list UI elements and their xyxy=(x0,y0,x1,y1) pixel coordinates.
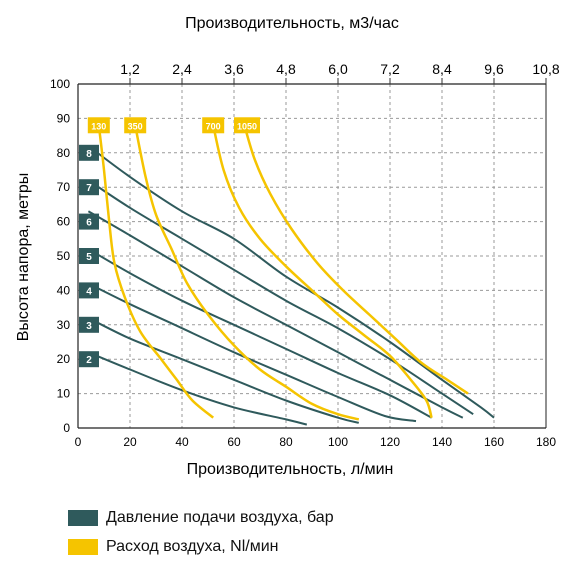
pressure-badge-2 xyxy=(79,351,99,368)
tick-labels: 0 10 20 30 40 50 60 70 80 90 100 0 20 40 60 80 100 120 140… xyxy=(50,61,560,449)
y-tick-label: 10 xyxy=(57,387,71,401)
air-badge-350 xyxy=(124,117,147,134)
top-tick-label: 10,8 xyxy=(532,61,559,77)
pressure-badge-6 xyxy=(79,213,99,230)
pressure-line-2 xyxy=(88,351,308,426)
pressure-badge-4 xyxy=(79,282,99,299)
y-tick-label: 70 xyxy=(57,180,71,194)
x-tick-label: 40 xyxy=(175,435,189,449)
pressure-line-3 xyxy=(87,317,360,424)
air-badge-700 xyxy=(202,117,225,134)
x-tick-label: 60 xyxy=(227,435,241,449)
y-tick-label: 60 xyxy=(57,215,71,229)
x-tick-label: 80 xyxy=(279,435,293,449)
pressure-line-8 xyxy=(87,145,495,419)
pressure-badge-label: 6 xyxy=(86,218,92,229)
legend-label-pressure: Давление подачи воздуха, бар xyxy=(106,509,334,526)
top-tick-label: 6,0 xyxy=(328,61,348,77)
y-tick-label: 50 xyxy=(57,249,71,263)
legend-swatch-air xyxy=(68,539,98,555)
y-tick-label: 40 xyxy=(57,283,71,297)
pressure-badge-label: 7 xyxy=(86,183,92,194)
top-axis-label: Производительность, м3/час xyxy=(185,15,399,32)
pressure-badge-7 xyxy=(79,179,99,196)
air-line-350 xyxy=(133,125,360,421)
air-badge-label: 130 xyxy=(91,121,106,131)
y-axis-label: Высота напора, метры xyxy=(15,173,32,341)
x-tick-label: 120 xyxy=(380,435,400,449)
y-tick-label: 100 xyxy=(50,77,70,91)
air-badge-1050 xyxy=(234,117,260,134)
chart-svg: Производительность, м3/час Производитель… xyxy=(15,15,560,478)
y-tick-label: 90 xyxy=(57,111,71,125)
pressure-badge-label: 2 xyxy=(86,355,92,366)
series-lines xyxy=(87,124,495,426)
y-tick-label: 20 xyxy=(57,352,71,366)
pressure-badge-8 xyxy=(79,144,99,161)
x-tick-label: 180 xyxy=(536,435,556,449)
air-badge-130 xyxy=(87,117,110,134)
air-line-700 xyxy=(211,125,433,419)
air-badge-label: 1050 xyxy=(237,121,257,131)
x-tick-label: 20 xyxy=(123,435,137,449)
pressure-badge-3 xyxy=(79,316,99,333)
air-badge-label: 700 xyxy=(206,121,221,131)
pressure-badge-label: 3 xyxy=(86,321,92,332)
top-tick-label: 9,6 xyxy=(484,61,504,77)
top-tick-label: 1,2 xyxy=(120,61,140,77)
top-tick-label: 7,2 xyxy=(380,61,400,77)
x-tick-label: 160 xyxy=(484,435,504,449)
x-tick-label: 0 xyxy=(75,435,82,449)
top-tick-label: 2,4 xyxy=(172,61,192,77)
air-line-130 xyxy=(97,125,214,419)
pressure-badge-label: 8 xyxy=(86,149,92,160)
air-line-1050 xyxy=(243,124,469,395)
top-tick-label: 3,6 xyxy=(224,61,244,77)
legend-item-air: Расход воздуха, Nl/мин xyxy=(68,538,278,556)
pressure-badge-label: 5 xyxy=(86,252,92,263)
x-axis-label: Производительность, л/мин xyxy=(187,461,394,478)
series-badges: 8 7 6 5 4 3 2 130 350 700 1050 xyxy=(79,117,260,368)
legend-swatch-pressure xyxy=(68,510,98,526)
top-tick-label: 4,8 xyxy=(276,61,296,77)
y-tick-label: 30 xyxy=(57,318,71,332)
pressure-line-7 xyxy=(87,179,474,416)
x-tick-label: 100 xyxy=(328,435,348,449)
pressure-line-4 xyxy=(87,282,417,423)
legend-item-pressure: Давление подачи воздуха, бар xyxy=(68,509,334,527)
pressure-line-5 xyxy=(87,248,433,419)
top-tick-label: 8,4 xyxy=(432,61,452,77)
pressure-line-6 xyxy=(87,210,464,419)
x-tick-label: 140 xyxy=(432,435,452,449)
pressure-badge-5 xyxy=(79,248,99,264)
y-tick-label: 0 xyxy=(63,421,70,435)
air-badge-label: 350 xyxy=(128,121,143,131)
legend-label-air: Расход воздуха, Nl/мин xyxy=(106,538,279,555)
y-tick-label: 80 xyxy=(57,146,71,160)
pressure-badge-label: 4 xyxy=(86,286,92,297)
